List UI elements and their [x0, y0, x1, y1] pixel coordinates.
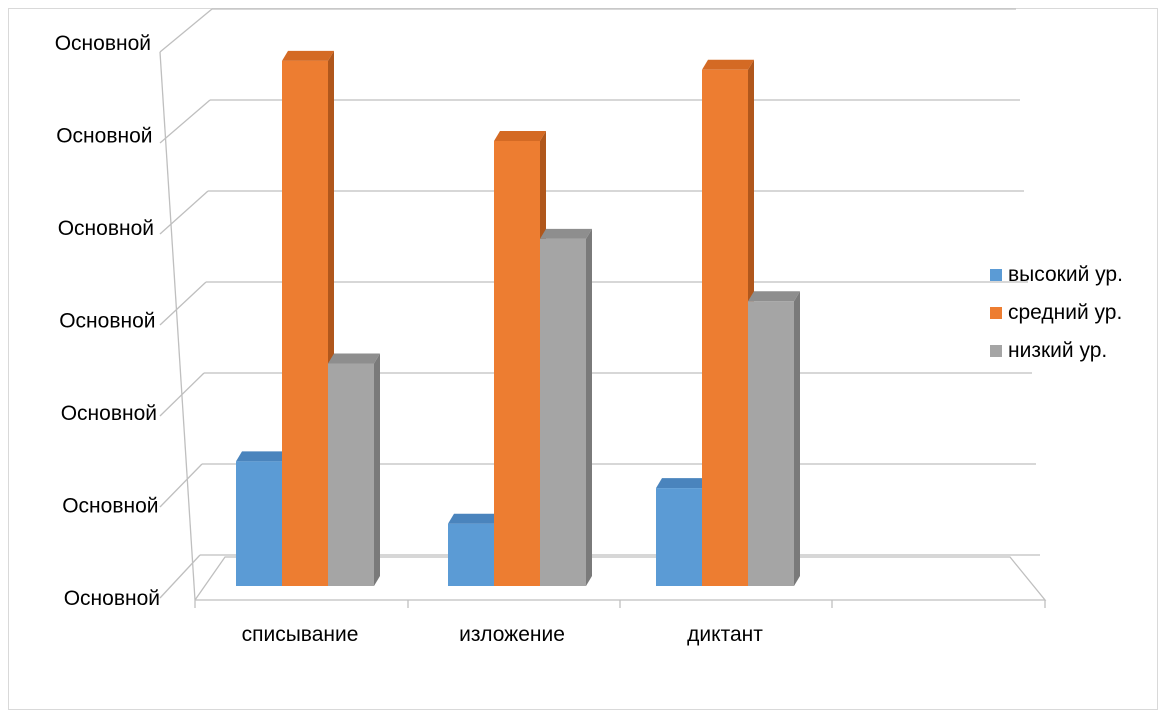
x-category-label: изложение	[459, 623, 565, 646]
legend-label: низкий ур.	[1008, 339, 1108, 362]
bar-top	[328, 353, 380, 364]
legend-swatch	[990, 345, 1002, 357]
bar-side	[374, 353, 380, 586]
y-tick-label: Основной	[59, 310, 155, 333]
gridline-side	[159, 463, 203, 508]
x-category-label: списывание	[242, 623, 359, 646]
gridline-side	[159, 99, 211, 144]
gridline-side	[159, 8, 213, 53]
y-axis-line	[159, 51, 196, 601]
bar-side	[794, 291, 800, 586]
bar-top	[494, 131, 546, 141]
bar-side	[586, 228, 592, 586]
bar	[540, 238, 586, 586]
bar-top	[656, 478, 708, 489]
gridline-side	[159, 281, 207, 326]
bar-top	[236, 451, 288, 462]
bar-top	[282, 50, 334, 61]
bar-top	[448, 513, 500, 524]
legend-item: высокий ур.	[990, 256, 1123, 294]
chart-floor	[194, 556, 1047, 601]
chart-legend: высокий ур. средний ур. низкий ур.	[990, 256, 1123, 370]
bar	[282, 60, 328, 586]
legend-item: низкий ур.	[990, 332, 1123, 370]
legend-item: средний ур.	[990, 294, 1123, 332]
x-category-label: диктант	[687, 623, 763, 646]
y-tick-label: Основной	[61, 402, 157, 425]
y-tick-label: Основной	[64, 587, 160, 610]
bar-top	[702, 59, 754, 70]
bar	[702, 69, 748, 587]
bar	[236, 461, 282, 586]
bar	[448, 523, 494, 586]
legend-swatch	[990, 307, 1002, 319]
legend-label: средний ур.	[1008, 301, 1123, 324]
y-tick-label: Основной	[58, 217, 154, 240]
y-tick-label: Основной	[55, 32, 151, 55]
bar	[748, 301, 794, 586]
gridline-side	[159, 554, 201, 599]
legend-label: высокий ур.	[1008, 263, 1123, 286]
bar-top	[540, 228, 592, 239]
legend-swatch	[990, 269, 1002, 281]
bar	[328, 363, 374, 586]
bar	[656, 488, 702, 586]
gridline-side	[159, 190, 209, 235]
bar	[494, 141, 540, 586]
bar-top	[748, 291, 800, 302]
y-tick-label: Основной	[62, 495, 158, 518]
y-tick-label: Основной	[56, 125, 152, 148]
